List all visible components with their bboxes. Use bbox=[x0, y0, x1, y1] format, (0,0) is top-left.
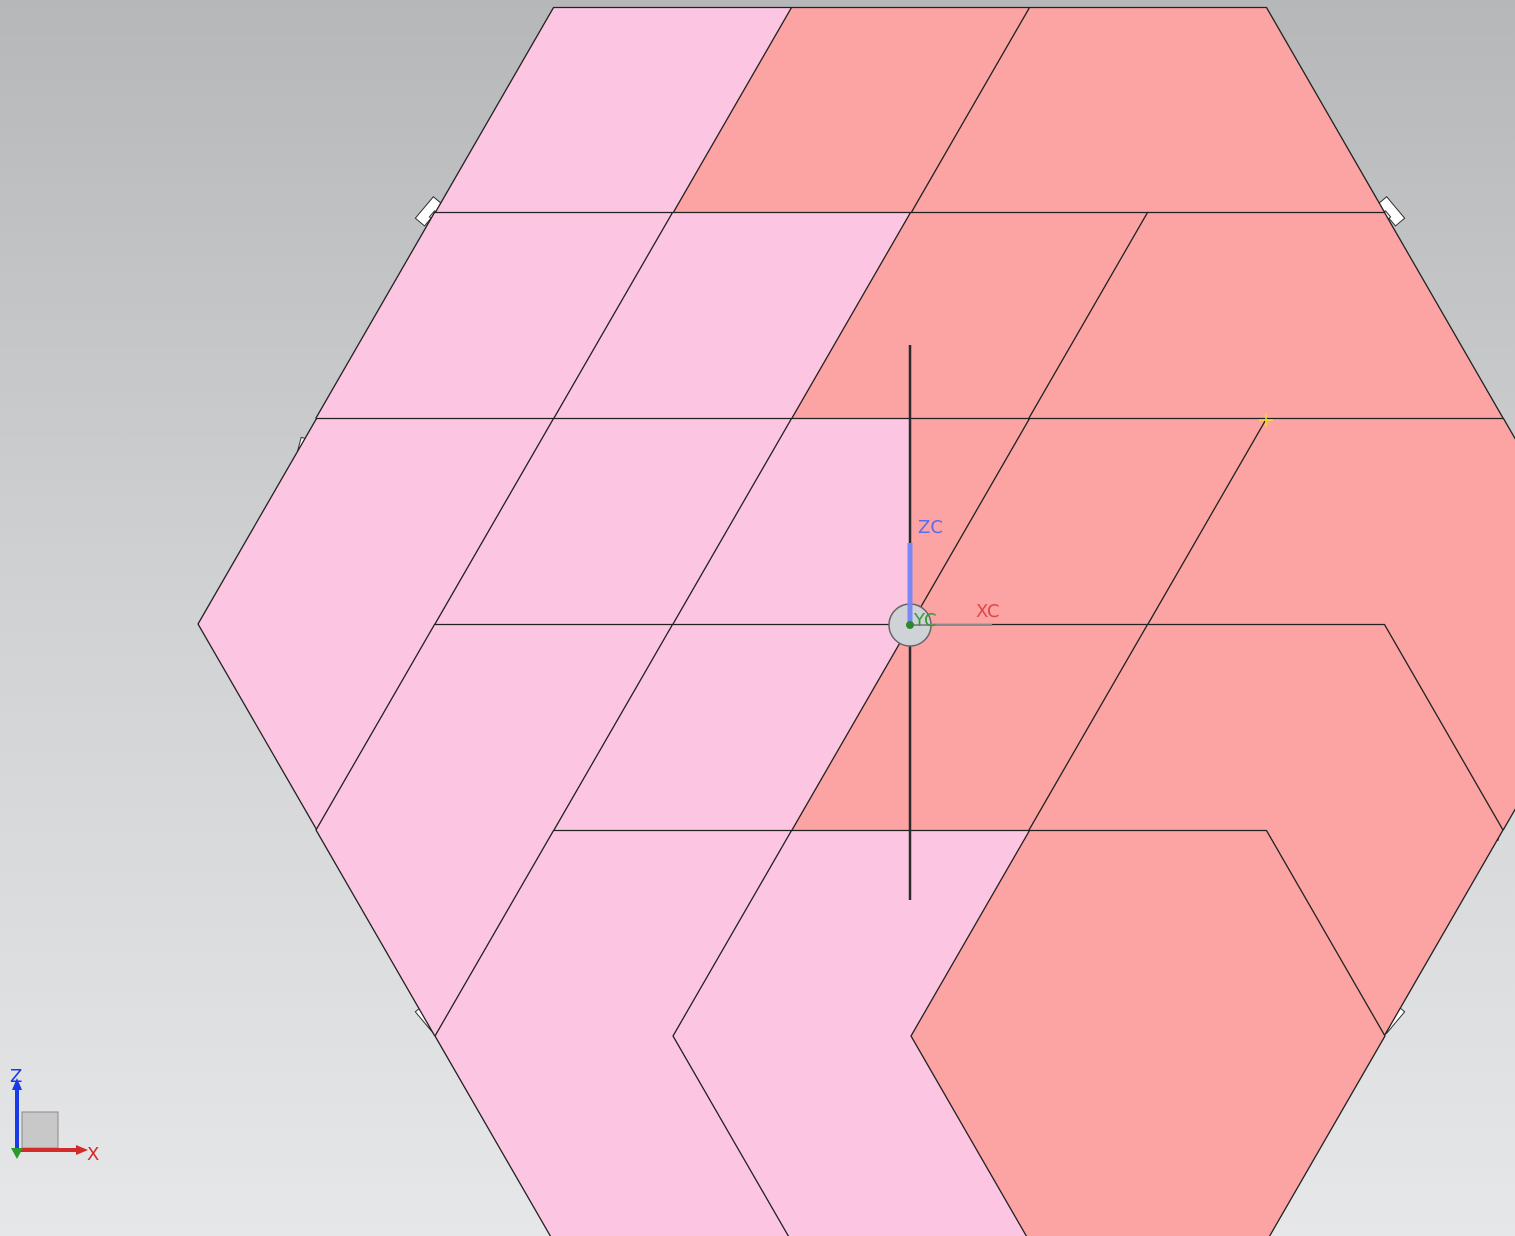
mirror-segments[interactable] bbox=[197, 6, 1515, 1236]
triad-x-label: X bbox=[87, 1144, 99, 1165]
triad-z-label: Z bbox=[10, 1066, 22, 1087]
wcs-yc-label: YC bbox=[913, 610, 937, 631]
triad-z-arrow-icon bbox=[12, 1078, 22, 1090]
wcs-xc-label: XC bbox=[976, 601, 1000, 622]
wcs-origin[interactable] bbox=[888, 543, 992, 647]
wcs-zc-label: ZC bbox=[918, 517, 943, 538]
yellow-cross-icon bbox=[1259, 413, 1273, 427]
mirror-segment[interactable] bbox=[910, 829, 1386, 1236]
view-triad[interactable]: Z X bbox=[10, 1066, 99, 1165]
triad-x-arrow-icon bbox=[76, 1145, 88, 1155]
triad-plane bbox=[21, 1111, 59, 1149]
triad-y-arrow-icon bbox=[11, 1148, 23, 1159]
